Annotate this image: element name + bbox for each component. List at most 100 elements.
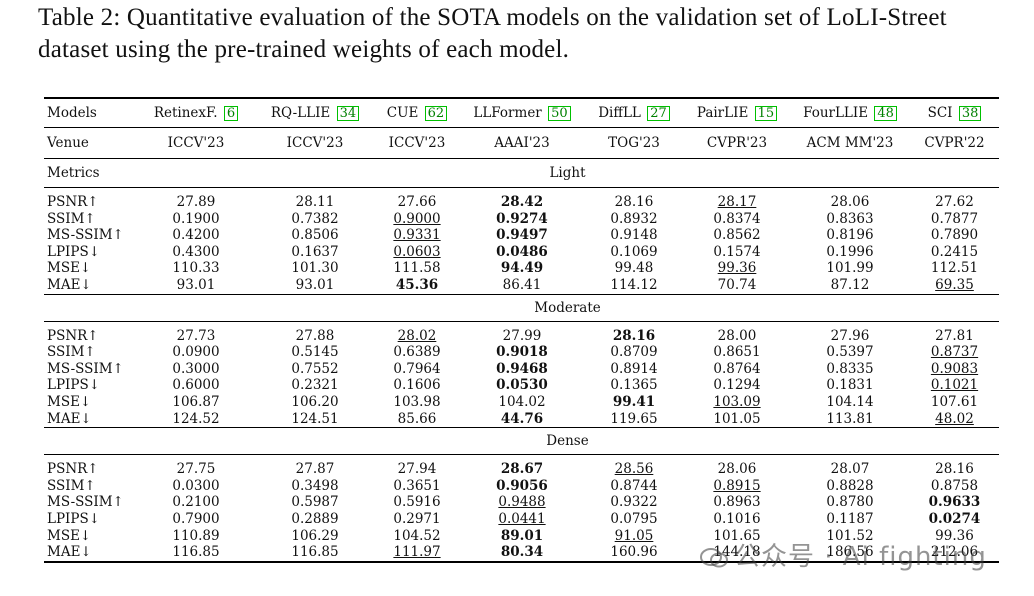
value-cell: 160.96: [584, 544, 684, 563]
value-cell: 0.0441: [460, 511, 584, 528]
value: 0.2889: [291, 510, 339, 527]
value-cell: 0.9488: [460, 494, 584, 511]
metric-name: LPIPS↓: [47, 510, 101, 527]
value-cell: 110.33: [136, 260, 256, 277]
value-cell: 27.88: [256, 328, 374, 345]
value: 28.16: [614, 194, 654, 210]
value: 28.07: [830, 461, 870, 478]
section-rule: [44, 454, 999, 462]
value: 124.52: [172, 410, 220, 427]
value-cell: 111.97: [374, 544, 460, 563]
value: 27.87: [295, 461, 335, 478]
second-best-value: 0.0603: [393, 243, 441, 260]
value: 0.8374: [713, 210, 761, 227]
value-cell: 0.7552: [256, 361, 374, 378]
table-row: PSNR↑ 27.89 28.11 27.66 28.42 28.16 28.17 28.06…: [44, 194, 999, 211]
value-cell: 0.3651: [374, 478, 460, 495]
value-cell: 0.5145: [256, 344, 374, 361]
value-cell: 85.66: [374, 411, 460, 428]
value-cell: 116.85: [136, 544, 256, 563]
value: 99.48: [614, 260, 654, 277]
section-name: Moderate: [136, 293, 999, 322]
best-value: 0.9056: [496, 477, 548, 494]
value: 0.2971: [393, 510, 441, 527]
value-cell: 0.1574: [684, 244, 790, 261]
table-row: SSIM↑ 0.0900 0.5145 0.6389 0.9018 0.8709 0.865…: [44, 344, 999, 361]
value: 0.4300: [172, 243, 220, 260]
watermark-text: 公众号 · Ai fighting: [734, 542, 987, 572]
value-cell: 0.8651: [684, 344, 790, 361]
value-cell: 0.9018: [460, 344, 584, 361]
value-cell: 0.6389: [374, 344, 460, 361]
second-best-value: 0.9000: [393, 210, 441, 227]
value-cell: 28.07: [790, 461, 910, 478]
value-cell: 0.6000: [136, 377, 256, 394]
value: 27.96: [830, 327, 870, 344]
value: 104.02: [498, 393, 546, 410]
value: 27.75: [176, 461, 216, 478]
value: 0.3498: [291, 477, 339, 494]
value-cell: 104.52: [374, 528, 460, 545]
model-name: CUE: [386, 105, 419, 121]
value: 0.8709: [610, 344, 658, 361]
best-value: 28.42: [500, 194, 544, 210]
value-cell: 99.36: [684, 260, 790, 277]
table-row: PSNR↑ 27.73 27.88 28.02 27.99 28.16 28.00 27.96…: [44, 328, 999, 345]
value: 0.0795: [610, 510, 658, 527]
value-cell: 116.85: [256, 544, 374, 563]
value-cell: 0.8709: [584, 344, 684, 361]
value-cell: 0.0486: [460, 244, 584, 261]
value-cell: 0.9468: [460, 361, 584, 378]
models-header-row: Models RetinexF. 6 RQ-LLIE 34 CUE 62 LLForme…: [44, 97, 999, 128]
value: 101.99: [826, 260, 874, 277]
value-cell: 101.99: [790, 260, 910, 277]
value-cell: 0.8196: [790, 227, 910, 244]
citation-link[interactable]: 48: [874, 106, 897, 121]
value-cell: 0.9322: [584, 494, 684, 511]
value: 0.2100: [172, 494, 220, 511]
value: 0.1294: [713, 377, 761, 394]
value-cell: 28.16: [910, 461, 999, 478]
citation-link[interactable]: 62: [424, 106, 448, 121]
metric-name: MSE↓: [47, 260, 92, 277]
second-best-value: 0.1021: [930, 377, 979, 394]
value: 0.7964: [393, 360, 441, 377]
value-cell: 0.9497: [460, 227, 584, 244]
citation-link[interactable]: 34: [336, 106, 360, 121]
model-header-cell: RQ-LLIE 34: [256, 97, 374, 128]
value-cell: 0.9633: [910, 494, 999, 511]
model-name: SCI: [927, 105, 953, 121]
value-cell: 114.12: [584, 277, 684, 294]
value: 113.81: [826, 410, 874, 427]
section-name: Dense: [136, 427, 999, 455]
citation-link[interactable]: 27: [647, 106, 670, 121]
citation-link[interactable]: 6: [223, 106, 239, 121]
venue-label: Venue: [44, 127, 136, 159]
value-cell: 186.56: [790, 544, 910, 563]
value: 106.87: [172, 393, 220, 410]
venue-cell: ICCV'23: [374, 127, 460, 159]
value-cell: 27.81: [910, 328, 999, 345]
citation-link[interactable]: 15: [754, 106, 778, 121]
second-best-value: 28.17: [717, 194, 757, 210]
model-header-cell: SCI 38: [910, 97, 999, 128]
value: 104.52: [393, 527, 441, 544]
value-cell: 110.89: [136, 528, 256, 545]
metric-name: MAE↓: [44, 544, 136, 563]
value-cell: 93.01: [256, 277, 374, 294]
value: 0.1016: [713, 510, 761, 527]
citation-link[interactable]: 38: [958, 106, 982, 121]
value-cell: 93.01: [136, 277, 256, 294]
value-cell: 0.1831: [790, 377, 910, 394]
value: 110.33: [172, 260, 220, 277]
value: 85.66: [397, 410, 437, 427]
value: 0.1900: [172, 210, 220, 227]
value: 0.4200: [172, 227, 220, 244]
citation-link[interactable]: 50: [548, 106, 571, 121]
value-cell: 107.61: [910, 394, 999, 411]
section-header-row: Moderate: [44, 293, 999, 322]
value-cell: 0.2415: [910, 244, 999, 261]
value-cell: 0.0603: [374, 244, 460, 261]
value: 0.9148: [610, 227, 658, 244]
value: 186.56: [826, 544, 874, 561]
